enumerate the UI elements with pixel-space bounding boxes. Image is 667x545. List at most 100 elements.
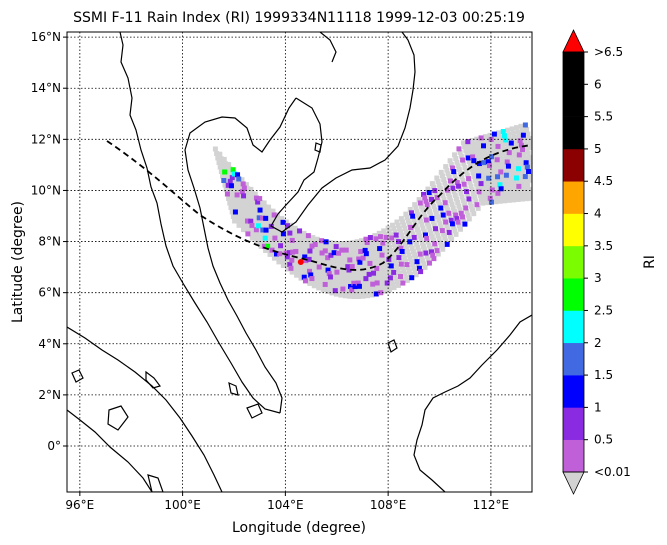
swath-pixel [286,226,292,232]
swath-pixel [254,219,260,225]
swath-pixel [234,213,240,219]
swath-pixel [356,293,362,299]
swath-pixel [319,262,325,268]
rain-pixel [349,287,355,293]
swath-pixel [251,218,257,224]
swath-pixel [329,277,335,283]
swath-pixel [342,280,348,286]
swath-pixel [297,251,303,257]
swath-pixel [444,222,450,228]
swath-pixel [289,226,295,232]
rain-pixel [340,286,346,292]
swath-pixel [400,252,406,258]
swath-pixel [326,258,332,264]
swath-pixel [219,160,225,166]
swath-pixel [499,173,505,179]
swath-pixel [355,242,361,248]
swath-pixel [214,151,220,156]
swath-pixel [373,262,379,268]
swath-pixel [281,242,287,248]
swath-pixel [345,277,351,283]
rain-pixel [428,249,434,255]
rain-pixel [346,267,352,273]
swath-pixel [323,251,329,257]
rain-pixel [503,172,509,178]
swath-pixel [458,170,464,176]
swath-pixel [436,182,442,188]
colorbar-bin [563,375,584,408]
swath-pixel [434,175,440,181]
swath-pixel [440,246,446,252]
rain-pixel [456,183,462,189]
y-tick-label: 4°N [38,337,61,351]
rain-pixel [439,228,445,234]
swath-pixel [474,181,480,187]
swath-pixel [226,162,232,168]
swath-pixel [234,180,240,186]
map-panel: 96°E 100°E 104°E 108°E 112°E 0° 2°N 4°N 6°N 8°N 1… [31,30,533,512]
rain-pixel [463,205,469,211]
rain-pixel [221,178,227,183]
rain-pixel [455,219,461,225]
swath-pixel [271,255,277,261]
rain-pixel [280,231,286,237]
swath-pixel [353,287,359,293]
swath-pixel [406,268,412,274]
rain-pixel [411,234,417,240]
swath-pixel [296,236,302,242]
swath-pixel [310,235,316,241]
swath-pixel [466,142,472,148]
rain-pixel [374,265,380,271]
swath-pixel [439,243,445,249]
swath-pixel [338,244,344,250]
rain-pixel [495,174,501,180]
swath-pixel [350,277,356,283]
rain-pixels [221,122,532,297]
rain-pixel [416,265,422,271]
rain-pixel [327,274,333,280]
rain-pixel [367,260,373,266]
rain-pixel [417,200,423,206]
rain-pixel [277,251,283,257]
swath-pixel [418,254,424,260]
rain-pixel [426,260,432,266]
swath-pixel [286,258,292,264]
rain-pixel [333,244,339,250]
swath-pixel [509,126,515,132]
swath-pixel [460,178,466,184]
swath-pixel [247,227,253,233]
swath-pixel [318,247,324,253]
swath-pixel [348,247,354,253]
swath-pixel [524,127,530,132]
swath-pixel [239,222,245,228]
swath-pixel [456,203,462,209]
rain-pixel [260,227,266,233]
rain-pixel [508,140,514,146]
y-axis-ticks: 0° 2°N 4°N 6°N 8°N 10°N 12°N 14°N 16°N [31,30,67,453]
swath-pixel [520,165,526,171]
swath-pixel [351,294,357,300]
swath-pixel [294,272,300,278]
rain-pixel [307,268,313,274]
swath-pixel [369,267,375,273]
swath-pixel [472,178,478,184]
swath-pixel [224,165,230,171]
swath-pixel [368,289,374,295]
swath-pixel [262,223,268,229]
swath-pixel [354,277,360,283]
rain-pixel [489,154,495,160]
swath-pixel [237,192,243,198]
swath-pixel [340,264,346,270]
swath-pixel [342,293,348,299]
swath-pixel [521,151,527,157]
rain-pixel [421,191,427,197]
swath-pixel [237,180,243,186]
rain-pixel [367,235,373,241]
colorbar-tick-label: 5 [594,142,602,156]
rain-pixel [255,223,261,229]
swath-pixel [390,254,396,260]
rain-pixel [489,187,495,193]
swath-pixel [310,279,316,285]
rain-pixel [423,217,429,223]
swath-pixel [361,244,367,250]
